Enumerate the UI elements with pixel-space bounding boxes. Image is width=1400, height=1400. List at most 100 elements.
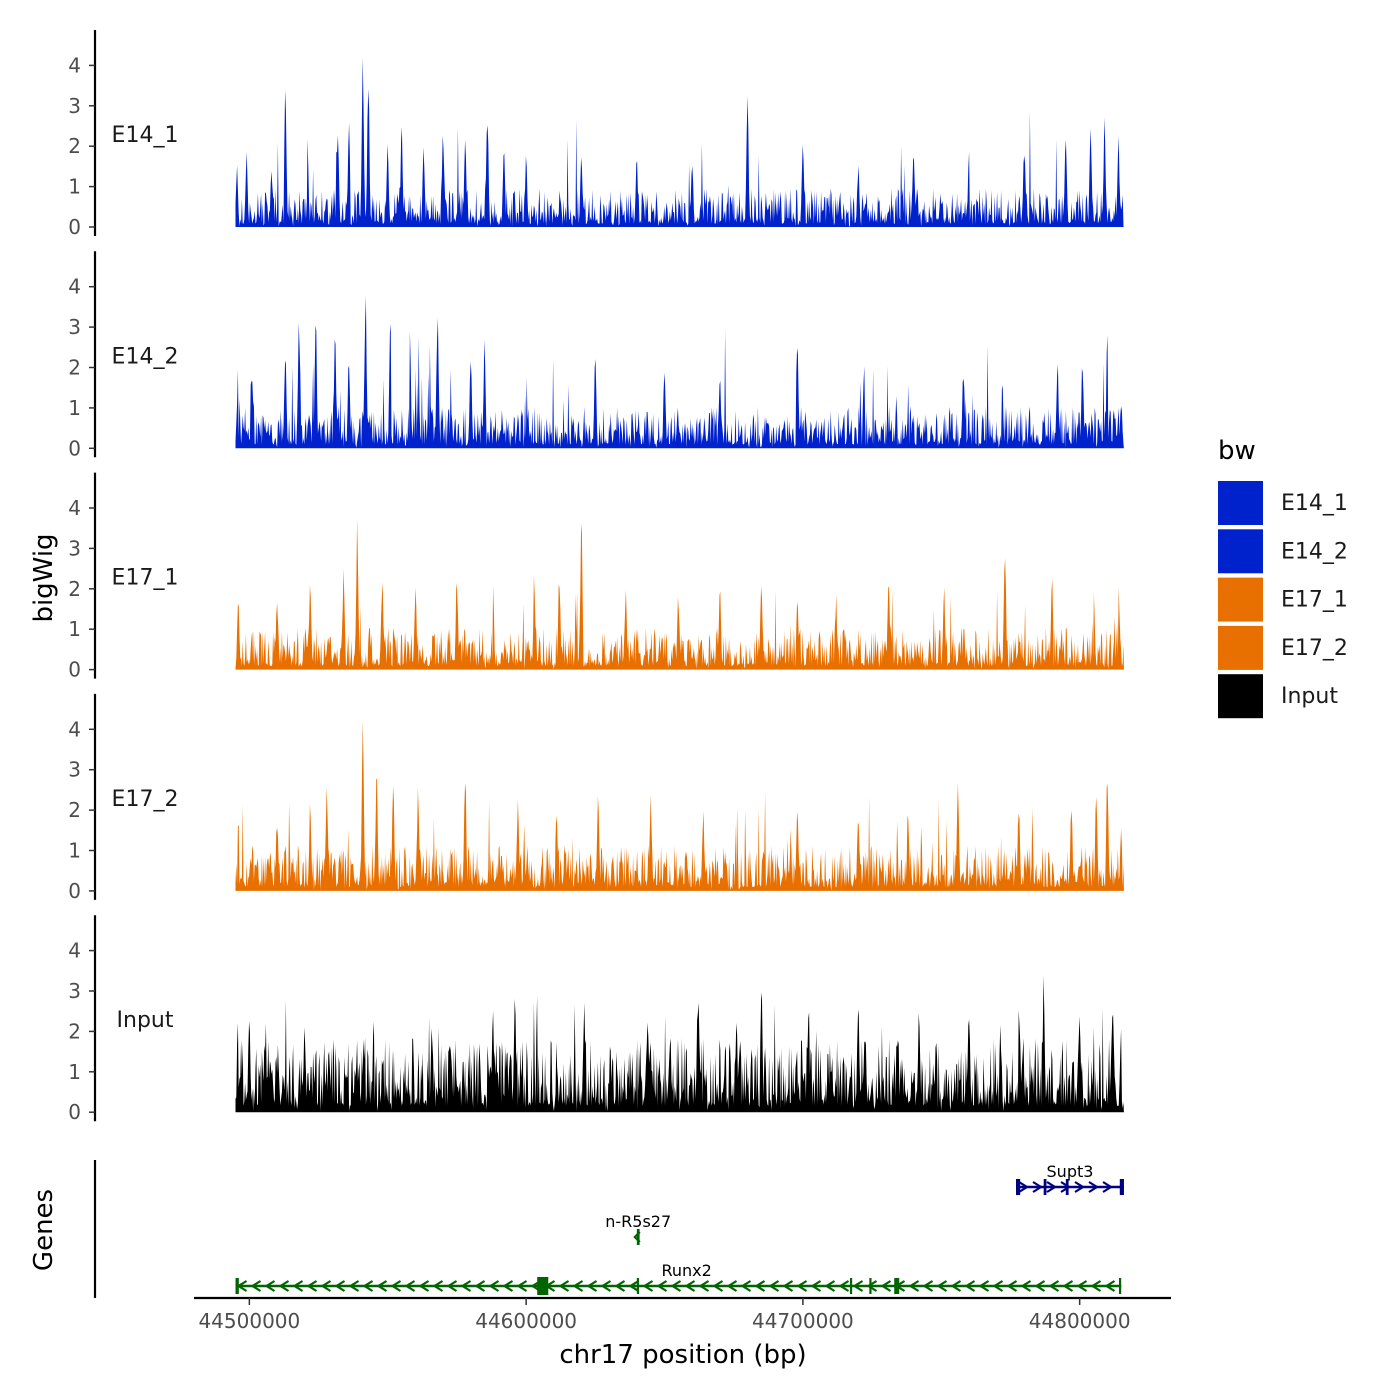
gene-exon xyxy=(1016,1179,1021,1195)
gene-n-r5s27: n-R5s27 xyxy=(605,1212,671,1245)
legend-label: Input xyxy=(1281,684,1338,709)
strand-arrow xyxy=(306,1280,318,1292)
strand-arrow xyxy=(502,1280,514,1292)
gene-exon xyxy=(1119,1179,1124,1195)
strand-arrow xyxy=(712,1280,724,1292)
signal-area-e14-1 xyxy=(235,57,1124,227)
strand-arrow xyxy=(1102,1181,1114,1193)
strand-arrow xyxy=(572,1280,584,1292)
legend-label: E14_1 xyxy=(1281,491,1348,516)
strand-arrow xyxy=(1032,1181,1044,1193)
y-tick-label: 2 xyxy=(68,1019,81,1043)
signal-area-e17-2 xyxy=(235,721,1124,891)
gene-exon xyxy=(1118,1278,1122,1294)
strand-arrow xyxy=(642,1280,654,1292)
strand-arrow xyxy=(446,1280,458,1292)
gene-exon xyxy=(1065,1179,1069,1195)
legend-title: bw xyxy=(1218,436,1256,466)
strand-arrow xyxy=(796,1280,808,1292)
strand-arrow xyxy=(824,1280,836,1292)
strand-arrow xyxy=(558,1280,570,1292)
strand-arrow xyxy=(838,1280,850,1292)
x-tick-label: 44800000 xyxy=(1029,1309,1131,1333)
y-tick-label: 2 xyxy=(68,356,81,380)
legend-item-e14-1: E14_1 xyxy=(1218,481,1348,525)
track-label: Input xyxy=(117,1008,174,1033)
strand-arrow xyxy=(1076,1280,1088,1292)
strand-arrow xyxy=(978,1280,990,1292)
strand-arrow xyxy=(516,1280,528,1292)
strand-arrow xyxy=(866,1280,878,1292)
legend-swatch xyxy=(1218,577,1263,622)
gene-exon xyxy=(849,1278,853,1294)
strand-arrow xyxy=(348,1280,360,1292)
strand-arrow xyxy=(852,1280,864,1292)
y-tick-label: 0 xyxy=(68,436,81,460)
legend-swatch xyxy=(1218,529,1263,574)
strand-arrow xyxy=(670,1280,682,1292)
legend-swatch xyxy=(1218,625,1263,670)
strand-arrow xyxy=(292,1280,304,1292)
strand-arrow xyxy=(362,1280,374,1292)
strand-arrow xyxy=(1018,1181,1030,1193)
y-tick-label: 3 xyxy=(68,94,81,118)
gene-exon xyxy=(537,1277,549,1295)
y-tick-label: 4 xyxy=(68,939,81,963)
strand-arrow xyxy=(1090,1280,1102,1292)
legend-item-e17-2: E17_2 xyxy=(1218,625,1348,670)
track-e17-1: 0 1 2 3 4 E17_1 xyxy=(68,472,1124,682)
signal-area-e14-2 xyxy=(235,296,1124,449)
strand-arrow xyxy=(460,1280,472,1292)
gene-label: Runx2 xyxy=(661,1261,711,1280)
legend-swatch xyxy=(1218,674,1263,719)
gene-exon xyxy=(235,1278,239,1294)
genes-axis-title: Genes xyxy=(29,1189,59,1271)
y-tick-label: 4 xyxy=(68,275,81,299)
strand-arrow xyxy=(1048,1280,1060,1292)
strand-arrow xyxy=(600,1280,612,1292)
x-tick-label: 44500000 xyxy=(198,1309,300,1333)
track-e14-1: 0 1 2 3 4 E14_1 xyxy=(68,30,1124,239)
gene-label: n-R5s27 xyxy=(605,1212,671,1231)
strand-arrow xyxy=(334,1280,346,1292)
gene-exon xyxy=(869,1278,872,1294)
strand-arrow xyxy=(390,1280,402,1292)
strand-arrow xyxy=(1062,1280,1074,1292)
strand-arrow xyxy=(922,1280,934,1292)
y-axis-title: bigWig xyxy=(29,533,59,622)
strand-arrow xyxy=(1020,1280,1032,1292)
track-label: E14_2 xyxy=(112,344,179,369)
y-tick-label: 1 xyxy=(68,839,81,863)
strand-arrow xyxy=(278,1280,290,1292)
strand-arrow xyxy=(768,1280,780,1292)
gene-exon xyxy=(636,1229,640,1245)
y-tick-label: 2 xyxy=(68,798,81,822)
x-axis-title: chr17 position (bp) xyxy=(559,1340,806,1370)
strand-arrow xyxy=(586,1280,598,1292)
y-tick-label: 2 xyxy=(68,134,81,158)
strand-arrow xyxy=(1046,1181,1058,1193)
y-tick-label: 3 xyxy=(68,536,81,560)
gene-exon xyxy=(636,1278,640,1294)
y-tick-label: 1 xyxy=(68,617,81,641)
y-tick-label: 3 xyxy=(68,979,81,1003)
track-e17-2: 0 1 2 3 4 E17_2 xyxy=(68,693,1124,903)
strand-arrow xyxy=(908,1280,920,1292)
legend-label: E17_2 xyxy=(1281,636,1348,661)
strand-arrow xyxy=(264,1280,276,1292)
strand-arrow xyxy=(740,1280,752,1292)
strand-arrow xyxy=(950,1280,962,1292)
track-label: E17_2 xyxy=(112,787,179,812)
signal-area-input xyxy=(235,975,1124,1113)
strand-arrow xyxy=(964,1280,976,1292)
strand-arrow xyxy=(614,1280,626,1292)
gene-exon xyxy=(1043,1179,1047,1195)
y-tick-label: 1 xyxy=(68,175,81,199)
strand-arrow xyxy=(404,1280,416,1292)
strand-arrow xyxy=(782,1280,794,1292)
strand-arrow xyxy=(1088,1181,1100,1193)
gene-supt3: Supt3 xyxy=(1016,1162,1124,1195)
strand-arrow xyxy=(684,1280,696,1292)
y-tick-label: 4 xyxy=(68,53,81,77)
